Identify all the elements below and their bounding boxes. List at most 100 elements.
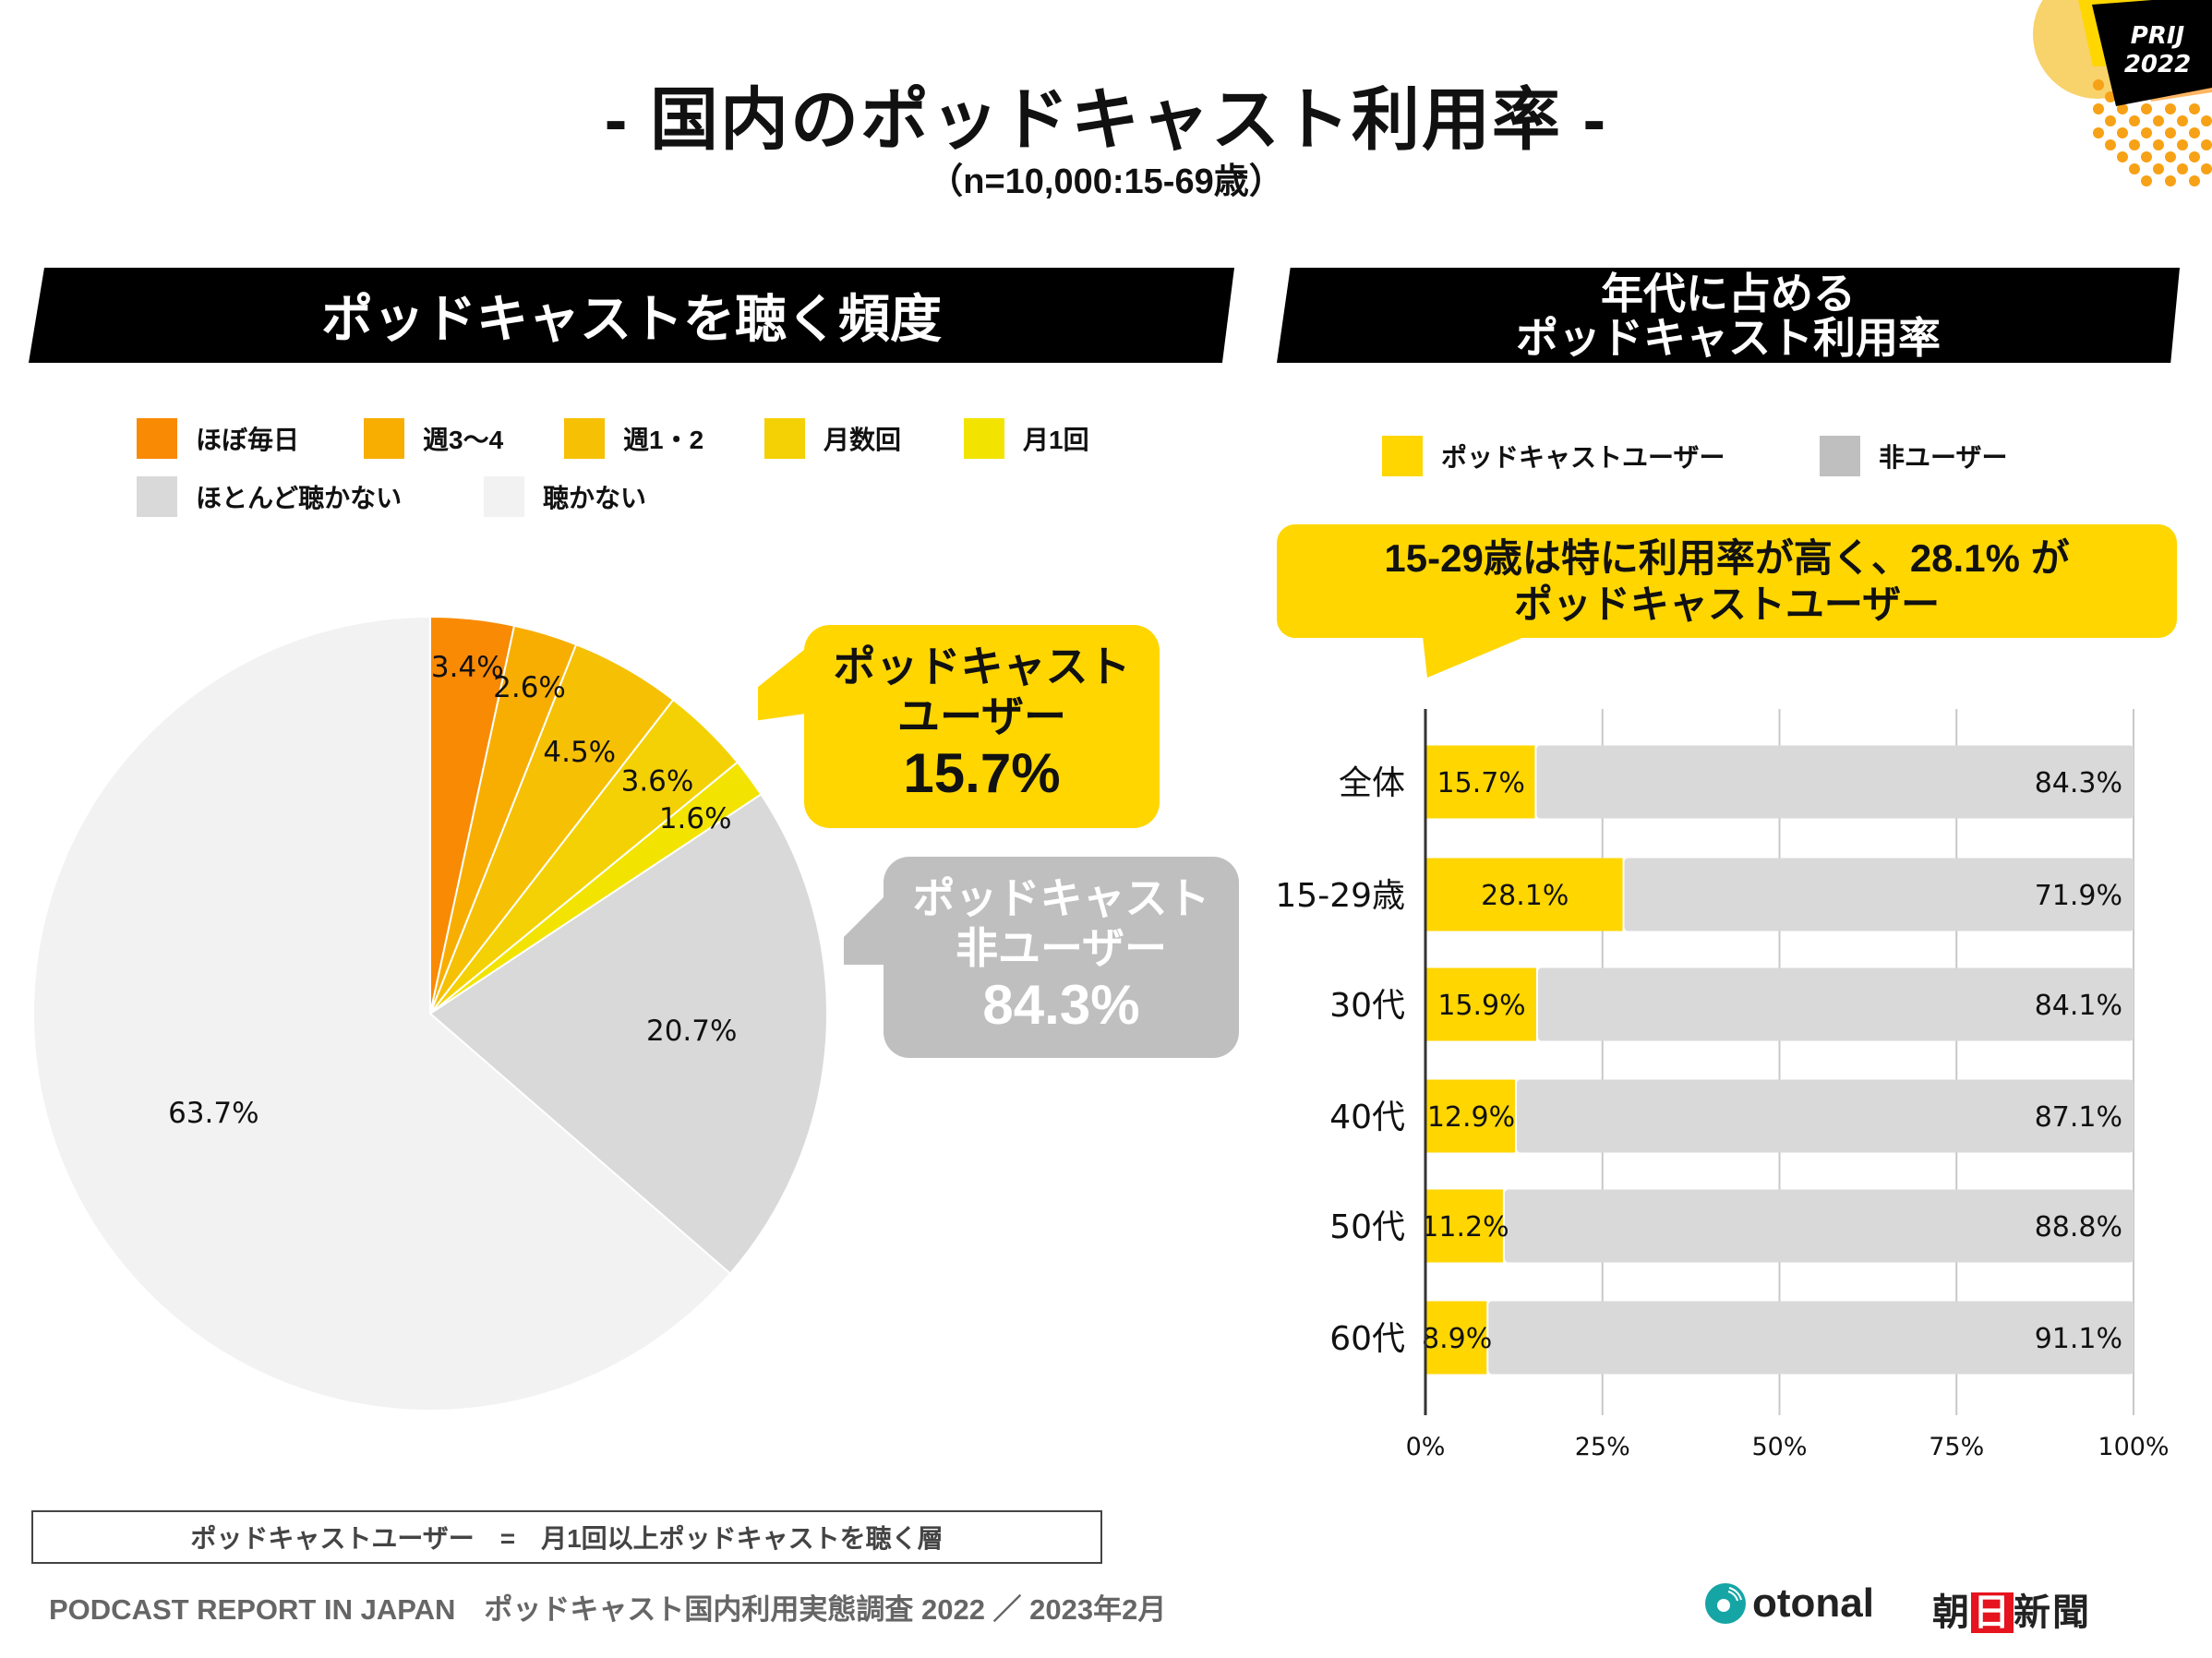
legend-item: 週1・2 [564,418,703,459]
category-label: 50代 [1329,1208,1405,1246]
category-label: 15-29歳 [1275,877,1405,915]
source-text: PODCAST REPORT IN JAPAN ポッドキャスト国内利用実態調査 … [49,1593,1167,1626]
pie-slice [32,615,732,1412]
left-panel-header-text: ポッドキャストを聴く頻度 [321,290,942,348]
bar-user-label: 28.1% [1481,880,1569,912]
bar-nonuser-label: 88.8% [2035,1211,2122,1244]
legend-label: ポッドキャストユーザー [1441,443,1725,472]
right-panel-header-line2: ポッドキャスト利用率 [1516,313,1941,362]
category-label: 30代 [1329,987,1405,1025]
prij-badge: PRIJ 2022 [2033,0,2212,186]
asahi-char1: 朝 [1932,1592,1971,1633]
x-tick-label: 100% [2098,1433,2169,1461]
x-tick-label: 50% [1751,1433,1807,1461]
callout-user-line1: ポッドキャスト [833,643,1131,691]
bar-user [1425,1189,1503,1263]
bar-nonuser [1504,1189,2134,1263]
legend-label: 週3〜4 [423,426,504,454]
bar-user [1425,1301,1487,1375]
legend-swatch [364,418,404,459]
bar-nonuser-label: 71.9% [2035,880,2122,912]
x-tick-label: 25% [1575,1433,1630,1461]
bar-nonuser-label: 87.1% [2035,1101,2122,1134]
right-callout: 15-29歳は特に利用率が高く、28.1% が ポッドキャストユーザー [1277,524,2177,638]
badge-dots [2093,79,2212,186]
bar-user-label: 15.7% [1437,767,1525,799]
callout-user-line2: ユーザー [896,692,1067,740]
legend-swatch [137,418,177,459]
bar-nonuser-label: 84.3% [2035,767,2122,799]
pie-slice-label: 63.7% [168,1097,258,1130]
legend-item: 聴かない [484,476,646,517]
badge-black-square [2092,0,2212,106]
bar-user-label: 8.9% [1422,1323,1492,1355]
right-callout-line2: ポッドキャストユーザー [1513,583,1941,626]
bar-nonuser-label: 91.1% [2035,1323,2122,1355]
callout-user: ポッドキャスト ユーザー 15.7% [804,625,1160,828]
legend-item: ほぼ毎日 [137,418,299,459]
bar-user [1425,1079,1515,1153]
category-label: 全体 [1339,764,1405,802]
pie-slice-label: 2.6% [493,671,566,704]
right-panel-header: 年代に占める ポッドキャスト利用率 [1277,268,2180,363]
legend-label: 月数回 [823,426,902,454]
page-title: - 国内のポッドキャスト利用率 - [604,81,1608,158]
otonal-disc-icon [1705,1583,1746,1624]
x-tick-label: 0% [1406,1433,1446,1461]
legend-swatch [137,476,177,517]
legend-swatch [1382,436,1423,476]
legend-item: 週3〜4 [364,418,503,459]
pie-slice-label: 20.7% [646,1015,737,1048]
asahi-logo: 朝日新聞 [1932,1582,2091,1636]
legend-swatch [964,418,1004,459]
left-panel-header: ポッドキャストを聴く頻度 [29,268,1234,363]
legend-label: ほぼ毎日 [196,426,300,454]
legend-item: ポッドキャストユーザー [1382,436,1725,476]
badge-line2: 2022 [2124,51,2191,78]
bar-nonuser [1537,967,2134,1041]
legend-label: 非ユーザー [1879,443,2008,472]
category-label: 40代 [1329,1099,1405,1136]
legend-label: 月1回 [1023,426,1089,454]
pie-chart: 3.4%2.6% 4.5%3.6% 1.6% 20.7% 63.7% [32,615,828,1412]
x-tick-label: 75% [1929,1433,1984,1461]
bar-nonuser [1488,1301,2134,1375]
legend-item: 非ユーザー [1820,436,2007,476]
definition-text: ポッドキャストユーザー = 月1回以上ポッドキャストを聴く層 [190,1524,944,1553]
legend-label: 週1・2 [623,426,704,454]
bar-user-label: 12.9% [1427,1101,1515,1134]
badge-line1: PRIJ [2131,22,2185,50]
otonal-text: otonal [1752,1580,1874,1626]
pie-slice-label: 3.6% [621,764,694,798]
bar-chart: 15.7% 84.3% 全体 28.1% 71.9% 15-29歳 15.9% 84.1% 30… [1275,709,2170,1461]
bar-nonuser [1624,858,2134,931]
asahi-char2: 日 [1971,1592,2014,1633]
right-callout-tail [1422,628,1546,678]
legend-swatch [484,476,524,517]
bar-user [1425,858,1623,931]
legend-label: ほとんど聴かない [196,484,403,512]
asahi-char3: 新聞 [2014,1592,2091,1633]
bar-nonuser-label: 84.1% [2035,990,2122,1022]
bar-nonuser [1516,1079,2134,1153]
callout-nonuser-line1: ポッドキャスト [912,874,1210,922]
right-callout-line1: 15-29歳は特に利用率が高く、28.1% が [1384,536,2070,580]
legend-item: 月数回 [764,418,901,459]
legend-swatch [1820,436,1860,476]
legend-swatch [564,418,605,459]
pie-slice [428,793,828,1276]
pie-slice-label: 1.6% [659,802,732,835]
callout-nonuser-line2: 非ユーザー [955,924,1168,972]
right-panel-header-line1: 年代に占める [1601,269,1856,318]
callout-nonuser-value: 84.3% [982,974,1140,1036]
legend-swatch [764,418,805,459]
callout-user-value: 15.7% [903,742,1061,804]
callout-nonuser: ポッドキャスト 非ユーザー 84.3% [884,857,1239,1058]
definition-box: ポッドキャストユーザー = 月1回以上ポッドキャストを聴く層 [31,1510,1102,1564]
bar-user [1425,967,1536,1041]
category-label: 60代 [1329,1320,1405,1358]
pie-slice-label: 3.4% [431,651,504,684]
bar-user-label: 11.2% [1421,1211,1509,1244]
legend-item: 月1回 [964,418,1089,459]
legend-item: ほとんど聴かない [137,476,402,517]
